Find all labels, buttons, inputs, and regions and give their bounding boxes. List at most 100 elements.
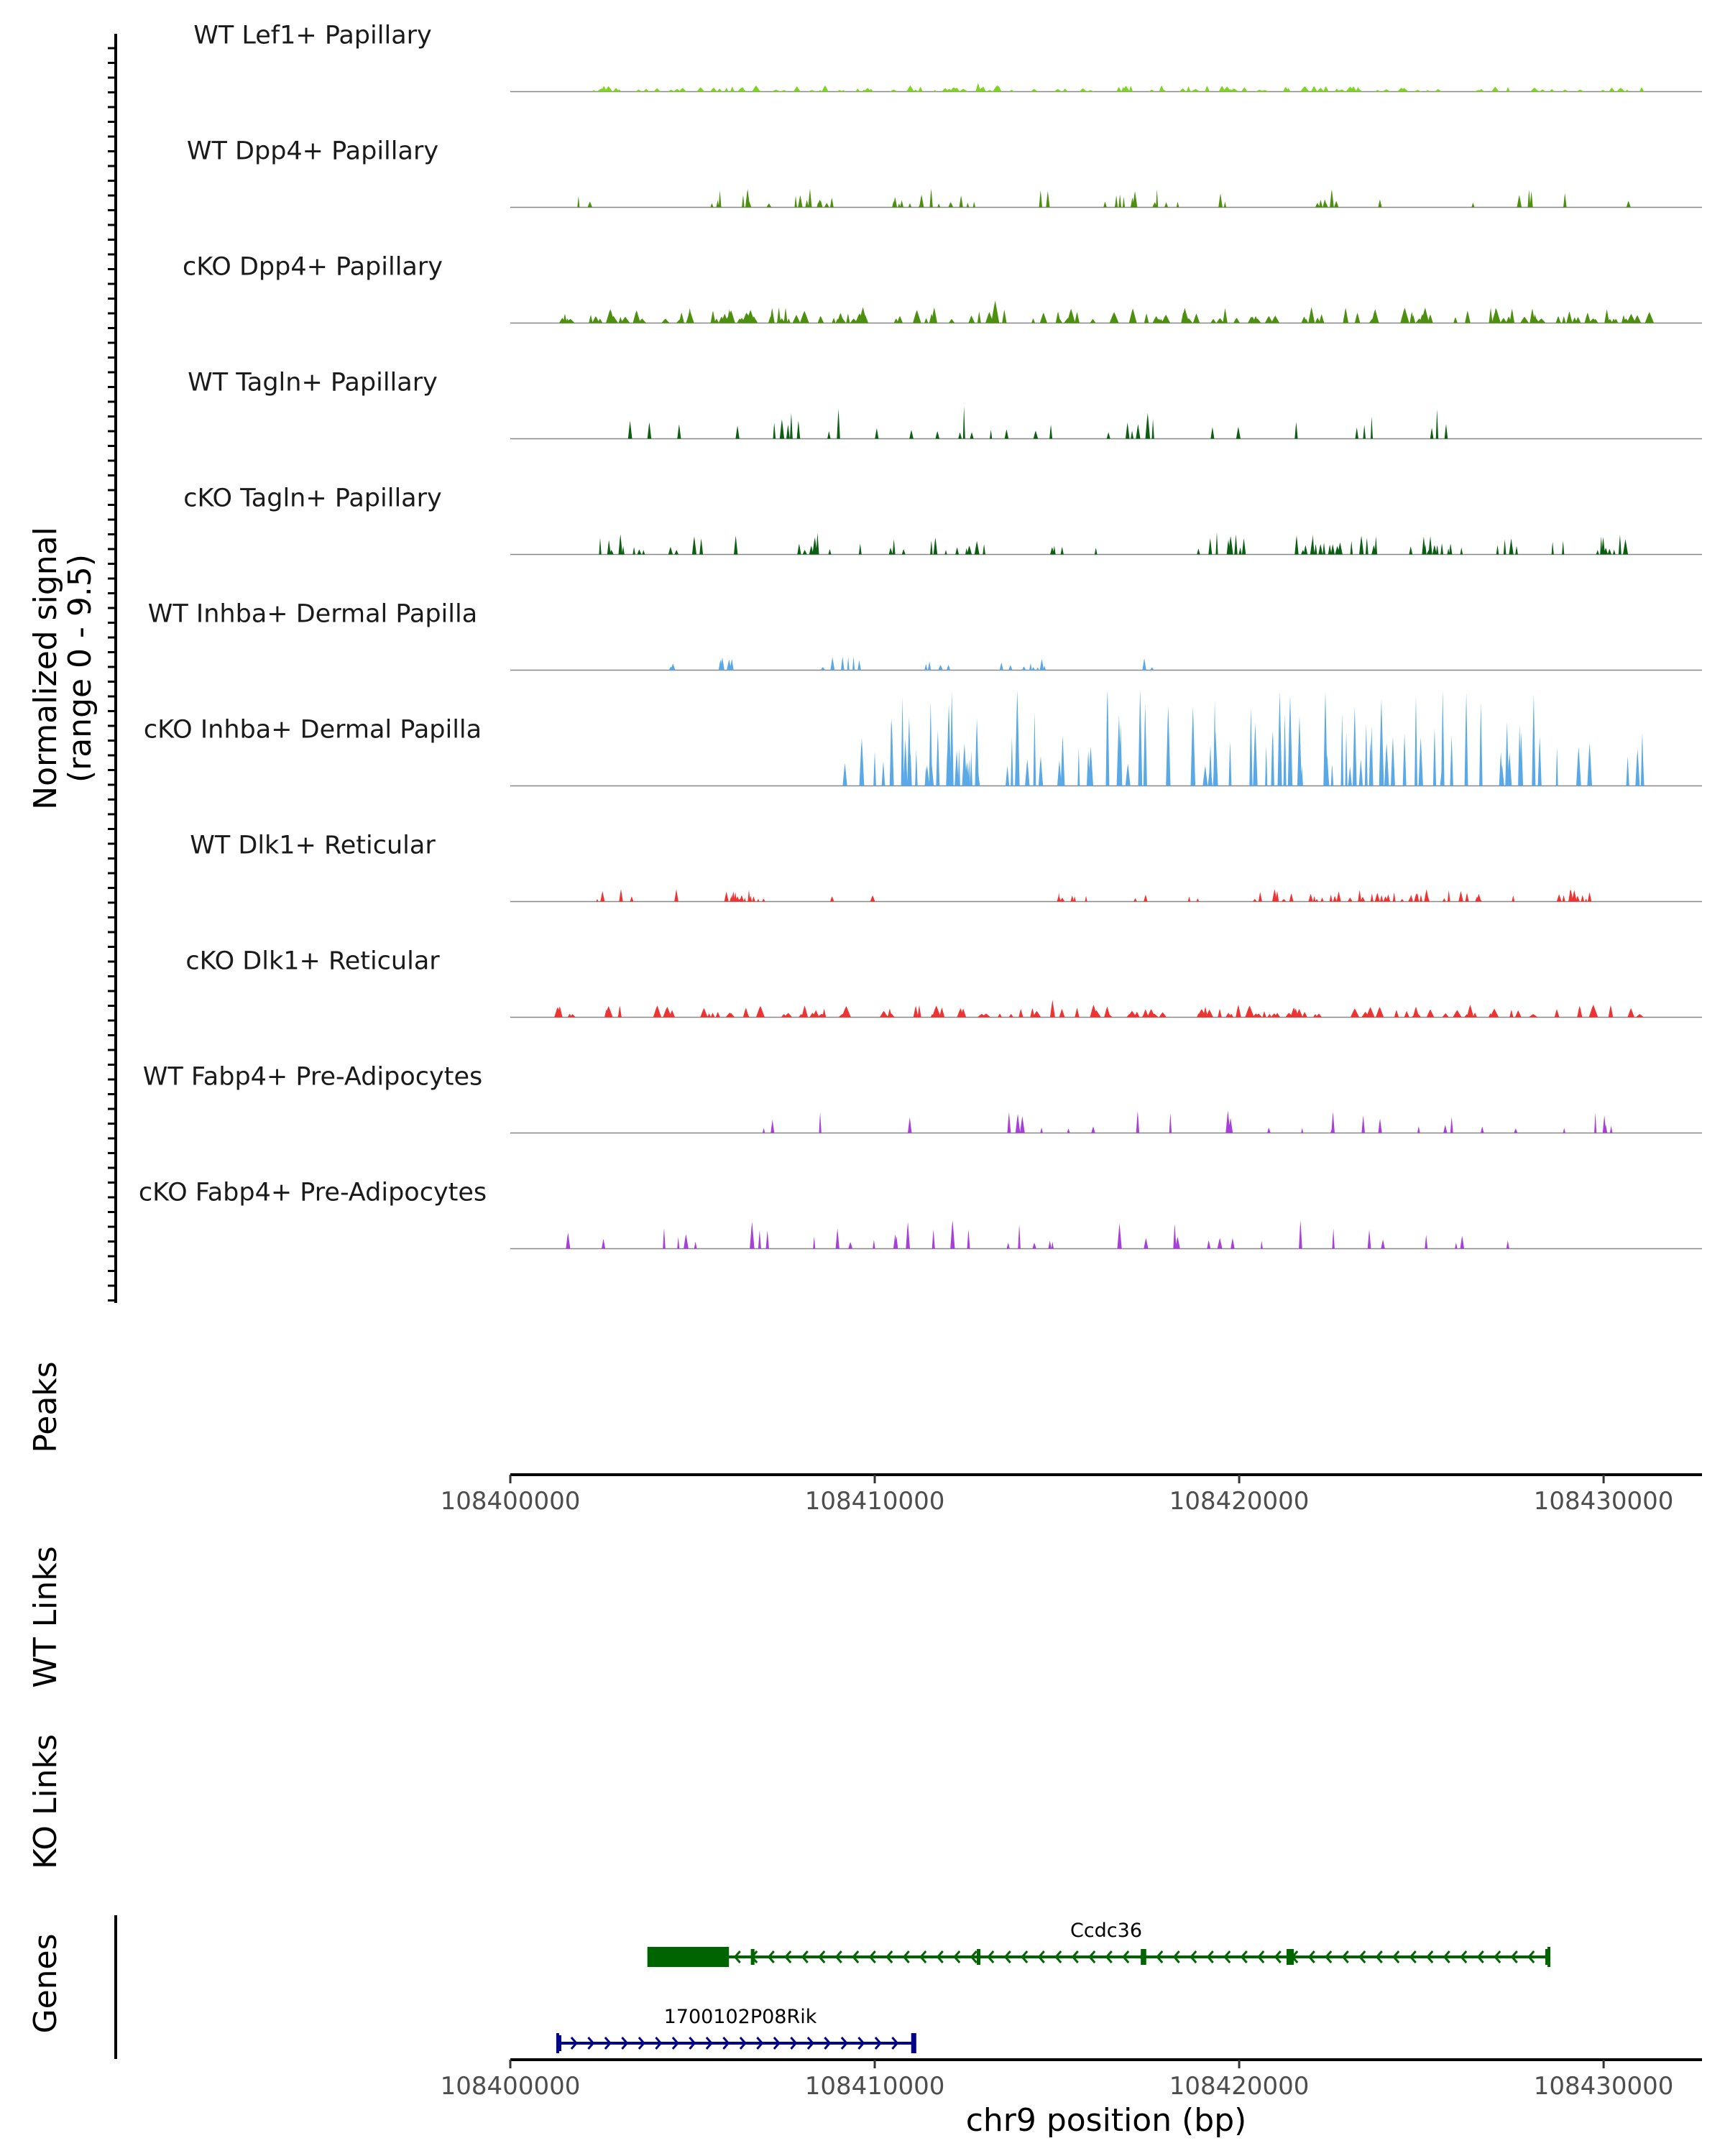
coverage-peak: [1287, 695, 1293, 786]
coverage-peak: [881, 761, 886, 786]
coverage-peak: [707, 1013, 712, 1018]
strand-arrow: [784, 1950, 792, 1963]
coverage-peak: [637, 549, 642, 555]
coverage-peak: [1020, 1116, 1025, 1133]
coverage-peak: [647, 422, 652, 439]
coverage-peak: [1215, 532, 1218, 555]
coverage-peak: [1506, 87, 1510, 92]
coverage-peak: [1596, 550, 1599, 555]
coverage-peak: [850, 318, 857, 323]
coverage-peak: [1414, 90, 1422, 92]
coverage-peak: [857, 660, 861, 671]
coverage-peak: [749, 895, 753, 902]
coverage-peak: [700, 89, 704, 92]
coverage-peak: [1312, 895, 1316, 902]
coverage-peak: [1067, 315, 1075, 323]
coverage-peak: [609, 550, 614, 555]
coverage-peak: [1566, 311, 1573, 323]
coverage-peak: [873, 1240, 875, 1249]
coverage-peak: [901, 696, 904, 786]
coverage-peak: [1334, 201, 1339, 208]
coverage-peak: [770, 1120, 775, 1133]
coverage-peak: [557, 1006, 563, 1018]
coverage-peak: [1059, 898, 1065, 902]
strand-arrow: [1375, 1950, 1383, 1963]
coverage-peak: [1181, 310, 1190, 323]
coverage-peak: [949, 691, 954, 786]
coverage-peak: [1304, 318, 1309, 323]
coverage-peak: [929, 764, 934, 786]
strand-arrow: [621, 2037, 629, 2050]
coverage-peak: [612, 88, 620, 92]
x-tick-label: 108400000: [441, 1487, 581, 1516]
coverage-peak: [1330, 764, 1334, 786]
coverage-peak: [1503, 539, 1506, 555]
coverage-peak: [1218, 1008, 1222, 1018]
strand-arrow: [953, 1950, 961, 1963]
coverage-peak: [1358, 890, 1362, 902]
coverage-peak: [1006, 765, 1010, 786]
coverage-peak: [1627, 1008, 1634, 1018]
wt-links-panel-title: WT Links: [27, 1546, 64, 1687]
coverage-peak: [1447, 890, 1450, 902]
strand-arrow: [1021, 1950, 1029, 1963]
coverage-peak: [808, 188, 812, 208]
strand-arrow: [852, 1950, 860, 1963]
coverage-peak: [786, 424, 790, 439]
coverage-peak: [1402, 90, 1407, 92]
coverage-peak: [1361, 1115, 1365, 1133]
coverage-peak: [1514, 1010, 1522, 1018]
coverage-peak: [1230, 88, 1239, 92]
coverage-peak: [1015, 689, 1020, 786]
coverage-peak: [1318, 200, 1323, 208]
track-label: WT Dpp4+ Papillary: [187, 137, 438, 166]
coverage-peak: [601, 86, 607, 92]
coverage-peak: [1530, 88, 1540, 92]
coverage-peak: [1216, 318, 1224, 323]
coverage-peak: [908, 1117, 912, 1133]
coverage-peak: [1039, 659, 1044, 671]
coverage-peak: [1588, 1005, 1598, 1018]
coverage-peak: [1515, 545, 1518, 555]
coverage-peak: [837, 409, 840, 439]
coverage-peak: [909, 430, 914, 439]
coverage-peak: [622, 545, 625, 555]
strand-arrow: [1156, 1950, 1164, 1963]
coverage-peak: [735, 896, 740, 902]
coverage-peak: [1267, 1128, 1271, 1133]
coverage-peak: [1505, 722, 1509, 786]
coverage-peak: [1057, 318, 1063, 323]
coverage-peak: [710, 1013, 715, 1018]
coverage-peak: [1411, 315, 1416, 323]
coverage-peak: [1078, 89, 1088, 92]
coverage-peak: [563, 313, 567, 323]
coverage-peak: [1402, 734, 1407, 786]
coverage-peak: [1105, 1014, 1113, 1018]
coverage-peak: [627, 420, 632, 439]
coverage-peak: [868, 88, 873, 92]
coverage-peak: [981, 1013, 991, 1018]
coverage-peak: [778, 318, 786, 323]
coverage-peak: [954, 88, 960, 92]
coverage-peak: [1057, 893, 1060, 902]
coverage-peak: [1432, 728, 1437, 786]
coverage-peak: [635, 89, 643, 92]
coverage-peak: [1331, 1111, 1335, 1133]
coverage-peak: [1378, 1118, 1382, 1133]
coverage-peak: [1092, 1010, 1101, 1018]
strand-arrow: [1122, 1950, 1130, 1963]
coverage-peak: [1319, 314, 1325, 323]
coverage-peak: [587, 201, 592, 208]
coverage-peak: [724, 88, 729, 92]
coverage-peak: [1241, 538, 1246, 555]
coverage-peak: [1592, 318, 1598, 323]
coverage-peak: [1131, 430, 1134, 439]
coverage-peak: [1417, 1126, 1420, 1133]
coverage-peak: [1489, 308, 1493, 323]
coverage-peak: [1051, 1241, 1054, 1249]
coverage-peak: [1274, 1013, 1281, 1018]
coverage-peak: [1039, 312, 1047, 323]
coverage-peak: [748, 890, 750, 902]
coverage-peak: [663, 1227, 666, 1249]
coverage-peak: [1132, 191, 1138, 208]
